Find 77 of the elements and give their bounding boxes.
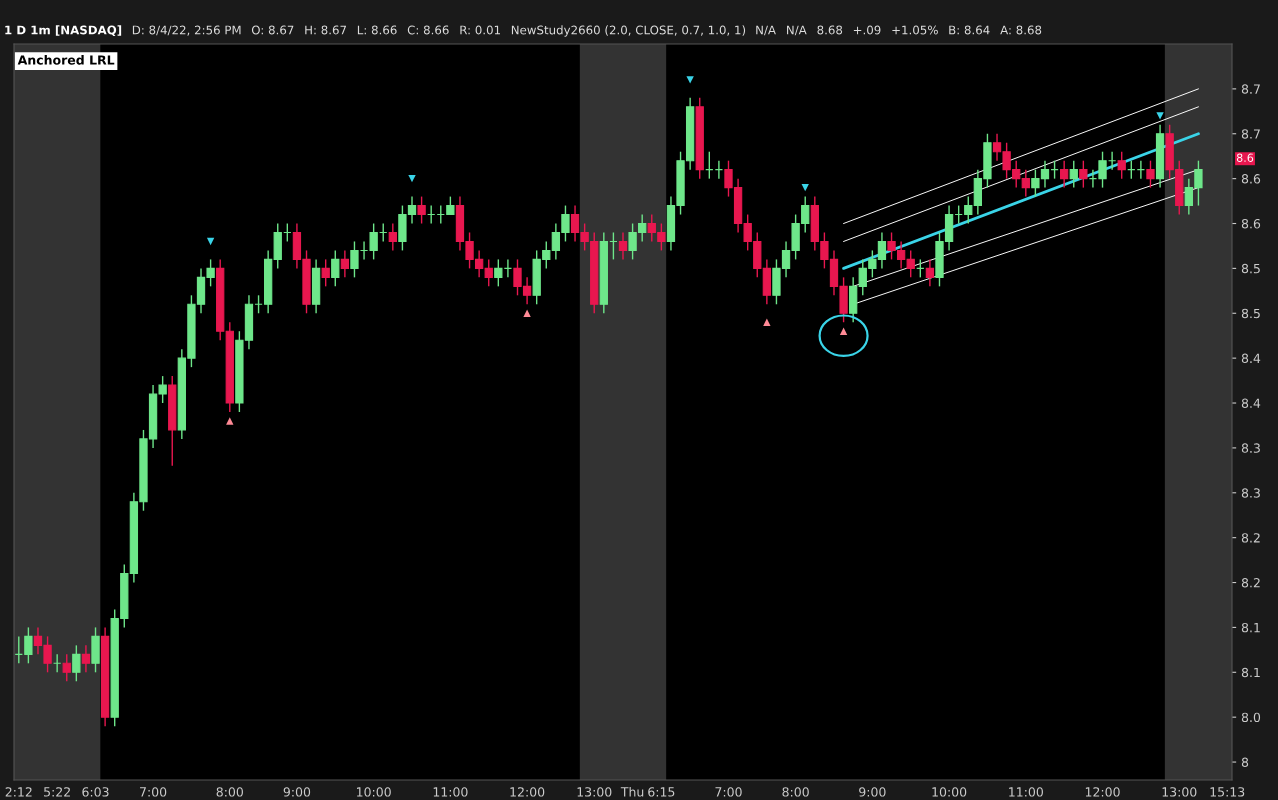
text: +1.05% <box>892 25 938 35</box>
y-tick-label: 8.1 <box>1241 622 1260 633</box>
y-tick-label: 8.3 <box>1241 443 1260 453</box>
y-tick-label: 8.0 <box>1241 712 1261 723</box>
text: N/A <box>787 25 807 36</box>
y-tick-label: 8.7 <box>1241 129 1260 139</box>
candlestick <box>618 231 628 261</box>
x-tick-label: 9:00 <box>859 787 886 797</box>
candlestick <box>72 644 81 682</box>
text: B: 8.64 <box>949 25 990 35</box>
point <box>206 237 215 246</box>
x-tick-label: 11:00 <box>1009 787 1043 797</box>
candlestick <box>1146 159 1155 189</box>
x-tick-label: 13:00 <box>577 787 612 797</box>
text: R: 0.01 <box>460 25 501 35</box>
text: L: 8.66 <box>357 25 397 35</box>
text: C: 8.66 <box>407 25 449 35</box>
y-tick-label: 8.4 <box>1241 353 1261 364</box>
x-tick-label: 7:00 <box>140 787 167 797</box>
x-tick-label: 13:00 <box>1162 787 1197 797</box>
y-tick-label: 8.2 <box>1241 533 1260 543</box>
point <box>686 76 694 84</box>
text: NewStudy2660 (2.0, CLOSE, 0.7, 1.0, 1) <box>511 25 746 37</box>
point <box>523 309 531 317</box>
text: H: 8.67 <box>305 25 347 35</box>
text: N/A <box>756 25 776 36</box>
point <box>763 318 771 326</box>
x-tick-label: 9:00 <box>283 787 311 797</box>
text: Anchored LRL <box>17 55 115 65</box>
point <box>839 327 848 335</box>
text: O: 8.67 <box>251 25 294 35</box>
x-tick-label: 8:00 <box>782 787 809 797</box>
candlestick <box>1021 168 1030 198</box>
candlestick <box>1117 151 1126 180</box>
text: +.09 <box>853 25 881 35</box>
y-tick-label: 8.4 <box>1241 398 1261 408</box>
x-tick-label: 12:00 <box>1085 787 1120 797</box>
candlestick <box>62 653 71 682</box>
x-tick-label: 10:00 <box>932 787 967 797</box>
x-tick-label: 11:00 <box>433 787 468 797</box>
y-tick-label: 8.6 <box>1241 218 1261 229</box>
candlestick <box>340 249 350 279</box>
candlestick <box>417 195 426 225</box>
x-tick-label: 6:03 <box>82 787 109 797</box>
y-tick-label: 8 <box>1241 757 1249 767</box>
point <box>226 417 234 425</box>
y-tick-label: 8.6 <box>1241 174 1261 184</box>
candlestick <box>925 258 935 288</box>
y-tick-label: 8.7 <box>1241 84 1260 94</box>
x-tick-label: 8:00 <box>216 787 243 797</box>
y-tick-label: 8.5 <box>1241 308 1260 319</box>
point <box>1156 112 1164 120</box>
candlestick <box>1069 159 1078 189</box>
x-tick-label: Thu <box>620 786 644 797</box>
candlestick <box>321 258 330 288</box>
y-tick-label: 8.2 <box>1241 578 1260 588</box>
x-tick-label: 5:22 <box>44 787 70 797</box>
y-tick-label: 8.3 <box>1241 488 1260 498</box>
x-tick-label: 15:13 <box>1210 787 1245 797</box>
candlestick <box>388 222 397 252</box>
text: A: 8.68 <box>1000 25 1042 35</box>
y-tick-label: 8.1 <box>1241 667 1260 678</box>
candlestick <box>81 644 91 673</box>
x-tick-label: 12:00 <box>510 787 545 797</box>
chart-subtitle: 1 D 1m [NASDAQ] <box>5 25 122 36</box>
point <box>801 183 809 192</box>
text: 8.68 <box>817 25 843 35</box>
candlestick <box>24 626 33 665</box>
x-tick-label: 2:12 <box>5 787 32 797</box>
candlestick <box>331 249 340 288</box>
x-tick-label: 6:15 <box>648 787 675 797</box>
candlestick <box>1079 159 1088 189</box>
x-tick-label: 10:00 <box>357 787 391 797</box>
candlestick <box>1060 159 1069 189</box>
x-tick-label: 7:00 <box>715 787 742 797</box>
y-tick-label: 8.5 <box>1241 263 1260 274</box>
text: D: 8/4/22, 2:56 PM <box>132 25 241 36</box>
